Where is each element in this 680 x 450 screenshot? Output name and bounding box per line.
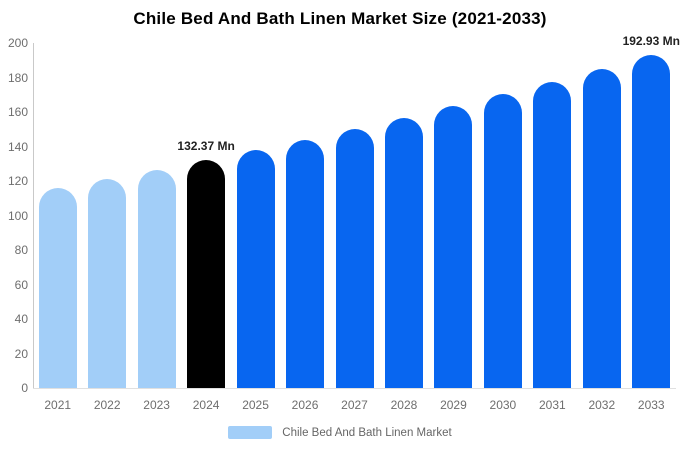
y-axis-tick-label: 140 — [7, 139, 28, 154]
bar-2030[interactable] — [483, 94, 522, 388]
x-axis-tick-label-2033: 2033 — [637, 398, 665, 412]
bar-2022[interactable] — [88, 179, 127, 388]
y-axis-tick-label: 20 — [14, 346, 28, 361]
bar-2025[interactable] — [236, 149, 275, 388]
x-axis-tick-label-2025: 2025 — [242, 398, 269, 412]
y-axis-tick-label: 120 — [7, 174, 28, 188]
bar-2033[interactable] — [632, 55, 671, 388]
bar-2029[interactable] — [434, 106, 473, 388]
x-axis-tick-label-2028: 2028 — [390, 398, 418, 412]
bar-2023[interactable] — [137, 169, 176, 388]
y-axis-tick-label: 80 — [14, 243, 28, 257]
x-axis-tick-label-2022: 2022 — [93, 398, 121, 412]
x-axis-tick-label-2032: 2032 — [588, 398, 616, 412]
bar-2021[interactable] — [38, 188, 77, 388]
bar-2024[interactable] — [187, 159, 226, 388]
x-axis-tick-label-2024: 2024 — [192, 398, 220, 412]
x-axis-tick-label-2027: 2027 — [341, 398, 368, 412]
x-axis-tick-label-2030: 2030 — [489, 398, 517, 412]
bar-2026[interactable] — [286, 139, 325, 388]
y-axis-tick-label: 200 — [7, 36, 28, 50]
y-axis-line — [33, 43, 34, 389]
y-axis-tick-label: 100 — [7, 208, 28, 223]
x-axis-tick-label-2021: 2021 — [44, 398, 72, 412]
x-axis-tick-label-2026: 2026 — [291, 398, 319, 412]
y-axis-tick-label: 180 — [7, 70, 28, 85]
legend-label: Chile Bed And Bath Linen Market — [282, 426, 452, 439]
x-axis-tick-label-2029: 2029 — [440, 398, 467, 412]
y-axis-tick-label: 40 — [14, 312, 28, 326]
x-axis-tick-label-2031: 2031 — [538, 398, 566, 412]
bar-2031[interactable] — [533, 81, 572, 388]
chart-title: Chile Bed And Bath Linen Market Size (20… — [133, 9, 547, 28]
x-axis-line — [33, 388, 676, 389]
value-label-2033: 192.93 Mn — [622, 34, 680, 49]
y-axis-tick-label: 0 — [21, 381, 28, 395]
bar-2028[interactable] — [384, 118, 423, 388]
bar-2027[interactable] — [335, 129, 374, 388]
y-axis-tick-label: 160 — [7, 105, 28, 119]
x-axis-tick-label-2023: 2023 — [143, 398, 170, 412]
value-label-2024: 132.37 Mn — [177, 138, 235, 153]
legend-item[interactable]: Chile Bed And Bath Linen Market — [0, 426, 680, 439]
y-axis-tick-label: 60 — [14, 277, 28, 292]
bar-2032[interactable] — [582, 68, 621, 388]
legend-swatch — [228, 426, 273, 439]
